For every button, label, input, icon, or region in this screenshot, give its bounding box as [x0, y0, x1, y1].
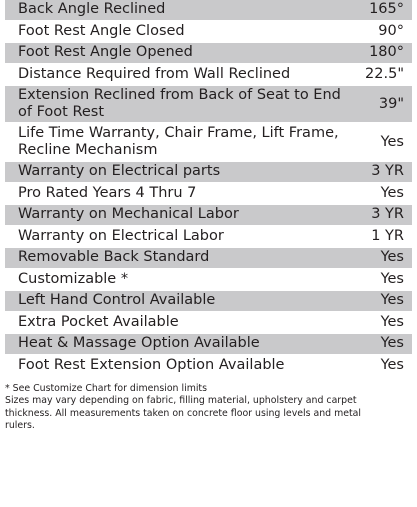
spec-label: Pro Rated Years 4 Thru 7 — [18, 184, 197, 201]
spec-value: 3 YR — [371, 163, 404, 180]
spec-value: Yes — [380, 249, 404, 266]
spec-value: Yes — [380, 133, 404, 150]
spec-label: Left Hand Control Available — [18, 292, 216, 309]
spec-row-foot-rest-angle-closed: Foot Rest Angle Closed 90° — [5, 22, 412, 43]
spec-value: Yes — [380, 270, 404, 287]
spec-value: 1 YR — [371, 227, 404, 244]
spec-label: Foot Rest Extension Option Available — [18, 356, 285, 373]
spec-value: Yes — [380, 313, 404, 330]
spec-label: Extra Pocket Available — [18, 313, 179, 330]
spec-label: Warranty on Electrical parts — [18, 163, 221, 180]
spec-value: Yes — [380, 356, 404, 373]
spec-label: Foot Rest Angle Opened — [18, 44, 193, 61]
spec-row-foot-rest-angle-opened: Foot Rest Angle Opened 180° — [5, 43, 412, 65]
spec-value: Yes — [380, 184, 404, 201]
spec-row-back-angle-reclined: Back Angle Reclined 165° — [5, 0, 412, 22]
spec-value: 180° — [369, 44, 404, 61]
customize-footnote: * See Customize Chart for dimension limi… — [5, 383, 207, 394]
spec-label: Customizable * — [18, 270, 129, 287]
spec-row-warranty-electrical-labor: Warranty on Electrical Labor 1 YR — [5, 227, 412, 248]
spec-value: Yes — [380, 292, 404, 309]
measurement-footnote: Sizes may vary depending on fabric, fill… — [5, 395, 362, 431]
spec-label: Removable Back Standard — [18, 249, 210, 266]
spec-row-pro-rated-years: Pro Rated Years 4 Thru 7 Yes — [5, 184, 412, 205]
specifications-table: Back Angle Reclined 165° Foot Rest Angle… — [5, 0, 412, 377]
spec-row-warranty-electrical-parts: Warranty on Electrical parts 3 YR — [5, 162, 412, 184]
spec-row-warranty-mechanical-labor: Warranty on Mechanical Labor 3 YR — [5, 205, 412, 227]
spec-value: 22.5" — [365, 65, 404, 82]
footnotes: * See Customize Chart for dimension limi… — [5, 383, 365, 432]
spec-label: Heat & Massage Option Available — [18, 335, 260, 352]
spec-label: Distance Required from Wall Reclined — [18, 65, 291, 82]
spec-label: Foot Rest Angle Closed — [18, 22, 185, 39]
spec-row-removable-back: Removable Back Standard Yes — [5, 248, 412, 270]
spec-value: 39" — [378, 95, 404, 112]
spec-label: Extension Reclined from Back of Seat to … — [18, 87, 341, 120]
spec-label: Warranty on Mechanical Labor — [18, 206, 239, 223]
spec-row-distance-from-wall: Distance Required from Wall Reclined 22.… — [5, 65, 412, 86]
spec-row-heat-massage: Heat & Massage Option Available Yes — [5, 334, 412, 356]
spec-row-lifetime-warranty: Life Time Warranty, Chair Frame, Lift Fr… — [5, 124, 412, 162]
spec-label: Life Time Warranty, Chair Frame, Lift Fr… — [18, 125, 339, 158]
spec-label: Back Angle Reclined — [18, 1, 166, 18]
spec-row-left-hand-control: Left Hand Control Available Yes — [5, 291, 412, 313]
spec-row-extension-reclined: Extension Reclined from Back of Seat to … — [5, 86, 412, 124]
spec-value: 165° — [369, 1, 404, 18]
spec-value: Yes — [380, 335, 404, 352]
spec-value: 3 YR — [371, 206, 404, 223]
spec-label: Warranty on Electrical Labor — [18, 227, 224, 244]
spec-row-foot-rest-extension: Foot Rest Extension Option Available Yes — [5, 356, 412, 377]
spec-row-customizable: Customizable * Yes — [5, 270, 412, 291]
spec-row-extra-pocket: Extra Pocket Available Yes — [5, 313, 412, 334]
spec-value: 90° — [378, 22, 404, 39]
